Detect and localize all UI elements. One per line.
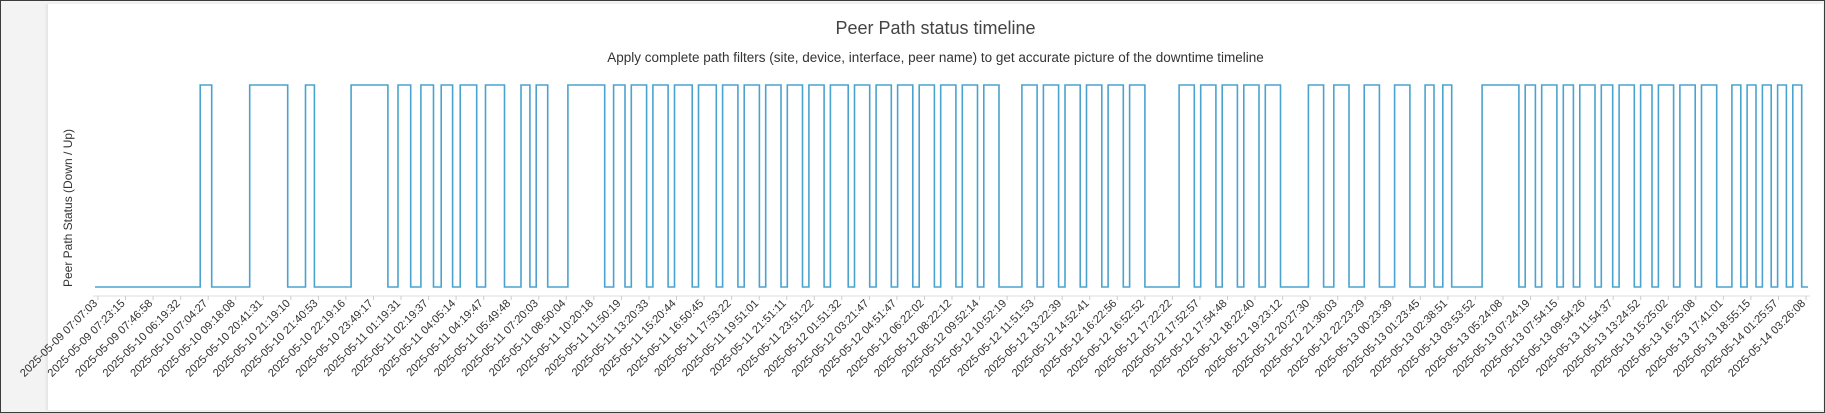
status-step-line[interactable] xyxy=(95,84,1808,288)
x-axis xyxy=(93,295,1810,300)
chart-title: Peer Path status timeline xyxy=(835,18,1036,38)
chart-subtitle: Apply complete path filters (site, devic… xyxy=(607,50,1264,65)
y-axis-label: Peer Path Status (Down / Up) xyxy=(61,129,75,287)
